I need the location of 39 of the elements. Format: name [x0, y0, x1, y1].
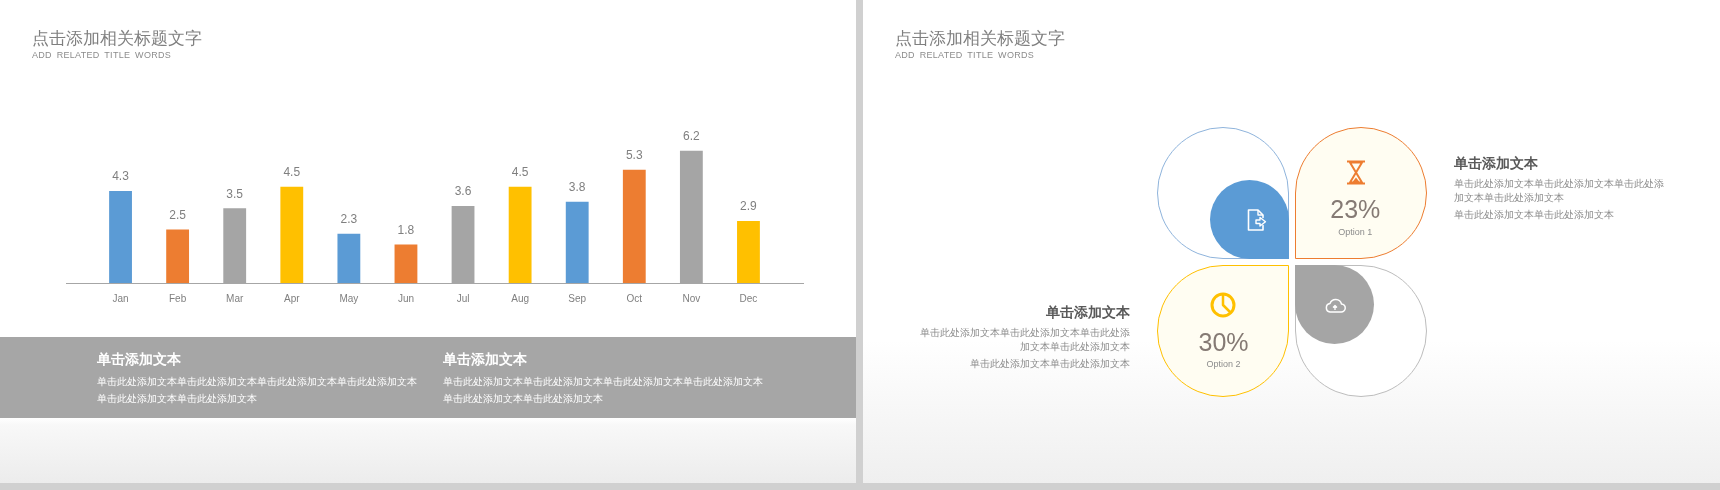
- x-tick-label: Apr: [284, 292, 301, 304]
- x-tick-label: Feb: [169, 292, 187, 304]
- bar: [166, 229, 190, 283]
- x-tick-label: Aug: [511, 292, 530, 304]
- bar: [565, 201, 589, 283]
- bar: [622, 169, 646, 283]
- data-label: 4.5: [511, 165, 529, 180]
- chart-title: 点击添加相关标题文字: [32, 28, 202, 48]
- x-tick-label: Nov: [682, 292, 701, 304]
- data-label: 3.6: [454, 184, 472, 199]
- data-label: 4.3: [112, 169, 130, 184]
- x-tick-label: Sep: [568, 292, 587, 304]
- bar: [109, 191, 132, 283]
- x-tick-label: Oct: [626, 292, 643, 304]
- bar: [280, 186, 304, 283]
- x-tick-label: Jul: [456, 292, 470, 304]
- x-tick-label: Mar: [226, 292, 244, 304]
- x-tick-label: Dec: [739, 292, 758, 304]
- text: 单击添加文本: [97, 350, 181, 368]
- data-label: 2.5: [169, 207, 187, 222]
- bar: [337, 233, 361, 283]
- chart-subtitle: ADD RELATED TITLE WORDS: [32, 50, 172, 61]
- x-tick-label: Jun: [397, 292, 415, 304]
- data-label: 4.5: [283, 165, 301, 180]
- data-label: 3.5: [226, 186, 244, 201]
- text: 单击此处添加文本单击此处添加文本单击此处添加文本单击此处添加文本单击此处添加文本单击此处添加文本: [97, 375, 418, 406]
- data-label: 6.2: [683, 128, 701, 143]
- bar: [508, 186, 532, 283]
- data-label: 3.8: [568, 180, 586, 195]
- bar: [737, 221, 760, 283]
- data-label: 1.8: [397, 222, 415, 237]
- bar: [394, 244, 418, 283]
- text: 单击添加文本: [443, 350, 527, 368]
- data-label: 2.9: [740, 199, 758, 214]
- x-tick-label: May: [339, 292, 359, 304]
- data-label: 2.3: [340, 212, 358, 227]
- data-label: 5.3: [625, 148, 643, 163]
- x-tick-label: Jan: [112, 292, 129, 304]
- text: 单击此处添加文本单击此处添加文本单击此处添加文本单击此处添加文本单击此处添加文本单击此处添加文本: [443, 375, 764, 406]
